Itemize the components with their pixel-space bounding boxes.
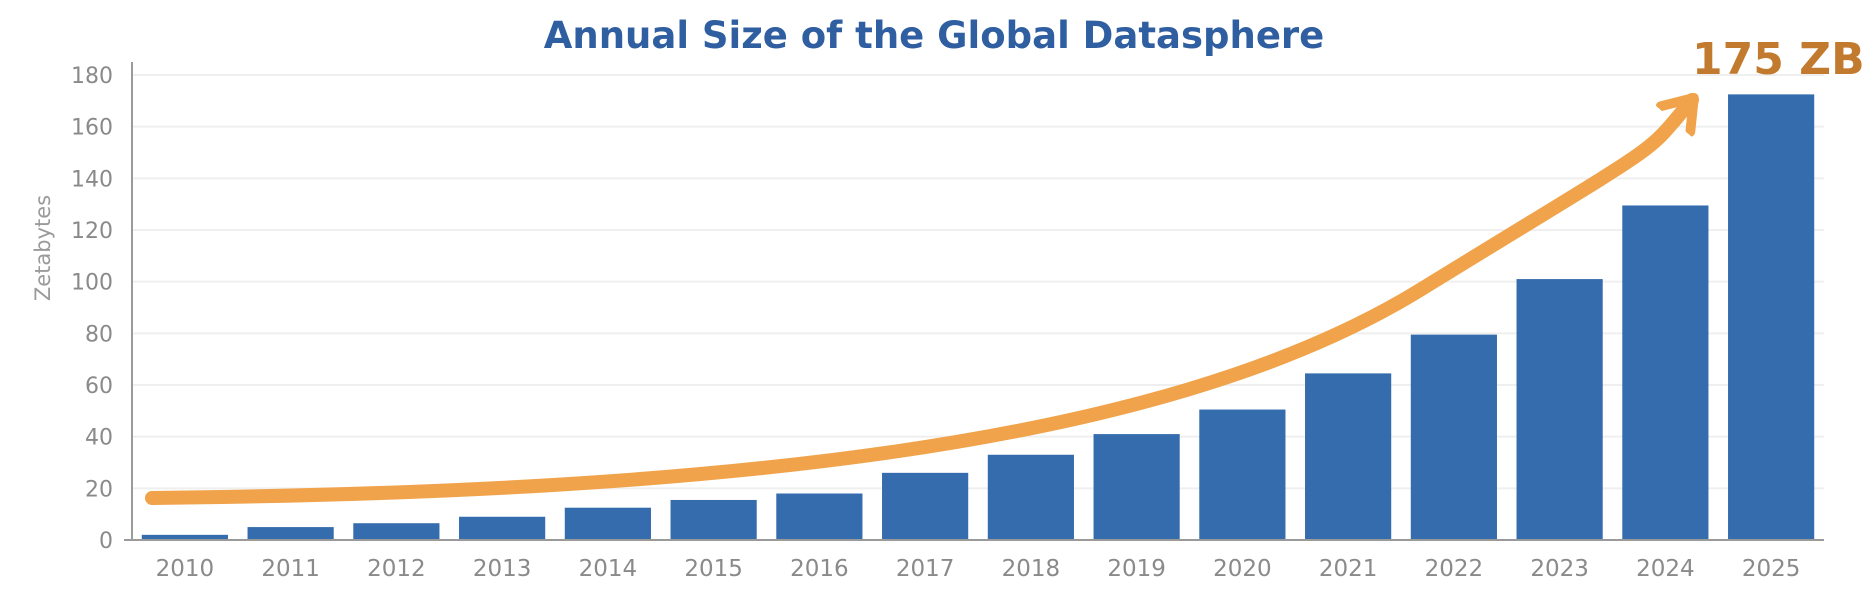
bar <box>459 516 546 540</box>
x-tick-label: 2014 <box>579 556 638 582</box>
x-tick-label: 2016 <box>790 556 849 582</box>
x-tick-label: 2022 <box>1425 556 1484 582</box>
chart-title: Annual Size of the Global Datasphere <box>544 14 1325 57</box>
bar <box>1305 373 1392 540</box>
y-tick-label: 180 <box>71 64 113 89</box>
x-tick-label: 2025 <box>1742 556 1801 582</box>
bar <box>1410 334 1497 540</box>
bar <box>1516 279 1603 540</box>
bar <box>1728 94 1815 540</box>
bar <box>882 472 969 540</box>
x-tick-label: 2015 <box>684 556 743 582</box>
x-tick-label: 2020 <box>1213 556 1272 582</box>
x-tick-label: 2021 <box>1319 556 1378 582</box>
axes <box>124 62 1824 541</box>
x-tick-label: 2013 <box>473 556 532 582</box>
bars <box>141 94 1815 541</box>
bar <box>987 454 1074 540</box>
x-tick-label: 2018 <box>1002 556 1061 582</box>
bar <box>564 507 651 540</box>
x-tick-labels: 2010 2011 2012 2013 2014 2015 2016 2017 2018 2019… <box>156 556 1801 582</box>
x-tick-label: 2012 <box>367 556 426 582</box>
grid <box>132 74 1824 490</box>
bar <box>141 534 228 540</box>
x-tick-label: 2024 <box>1636 556 1695 582</box>
y-tick-label: 160 <box>71 116 113 141</box>
y-tick-label: 40 <box>85 426 113 451</box>
x-tick-label: 2023 <box>1530 556 1589 582</box>
bar <box>1199 409 1286 540</box>
bar <box>247 527 334 540</box>
y-tick-label: 120 <box>71 219 113 244</box>
y-tick-label: 20 <box>85 477 113 502</box>
y-tick-label: 140 <box>71 167 113 192</box>
bar <box>1622 205 1709 541</box>
x-tick-label: 2010 <box>156 556 215 582</box>
bar <box>353 523 440 540</box>
x-tick-label: 2017 <box>896 556 955 582</box>
bar <box>670 499 757 540</box>
x-tick-label: 2019 <box>1107 556 1166 582</box>
y-axis-label: Zetabytes <box>31 195 55 301</box>
y-tick-labels: 0 20 40 60 80 100 120 140 160 180 <box>71 64 113 554</box>
x-tick-label: 2011 <box>261 556 320 582</box>
annotation-175zb: 175 ZB <box>1692 34 1865 85</box>
growth-arrow <box>145 100 1699 505</box>
bar <box>1093 434 1180 540</box>
y-tick-label: 80 <box>85 322 113 347</box>
y-tick-label: 60 <box>85 374 113 399</box>
y-tick-label: 0 <box>99 529 113 554</box>
y-tick-label: 100 <box>71 271 113 296</box>
bar <box>776 493 863 540</box>
